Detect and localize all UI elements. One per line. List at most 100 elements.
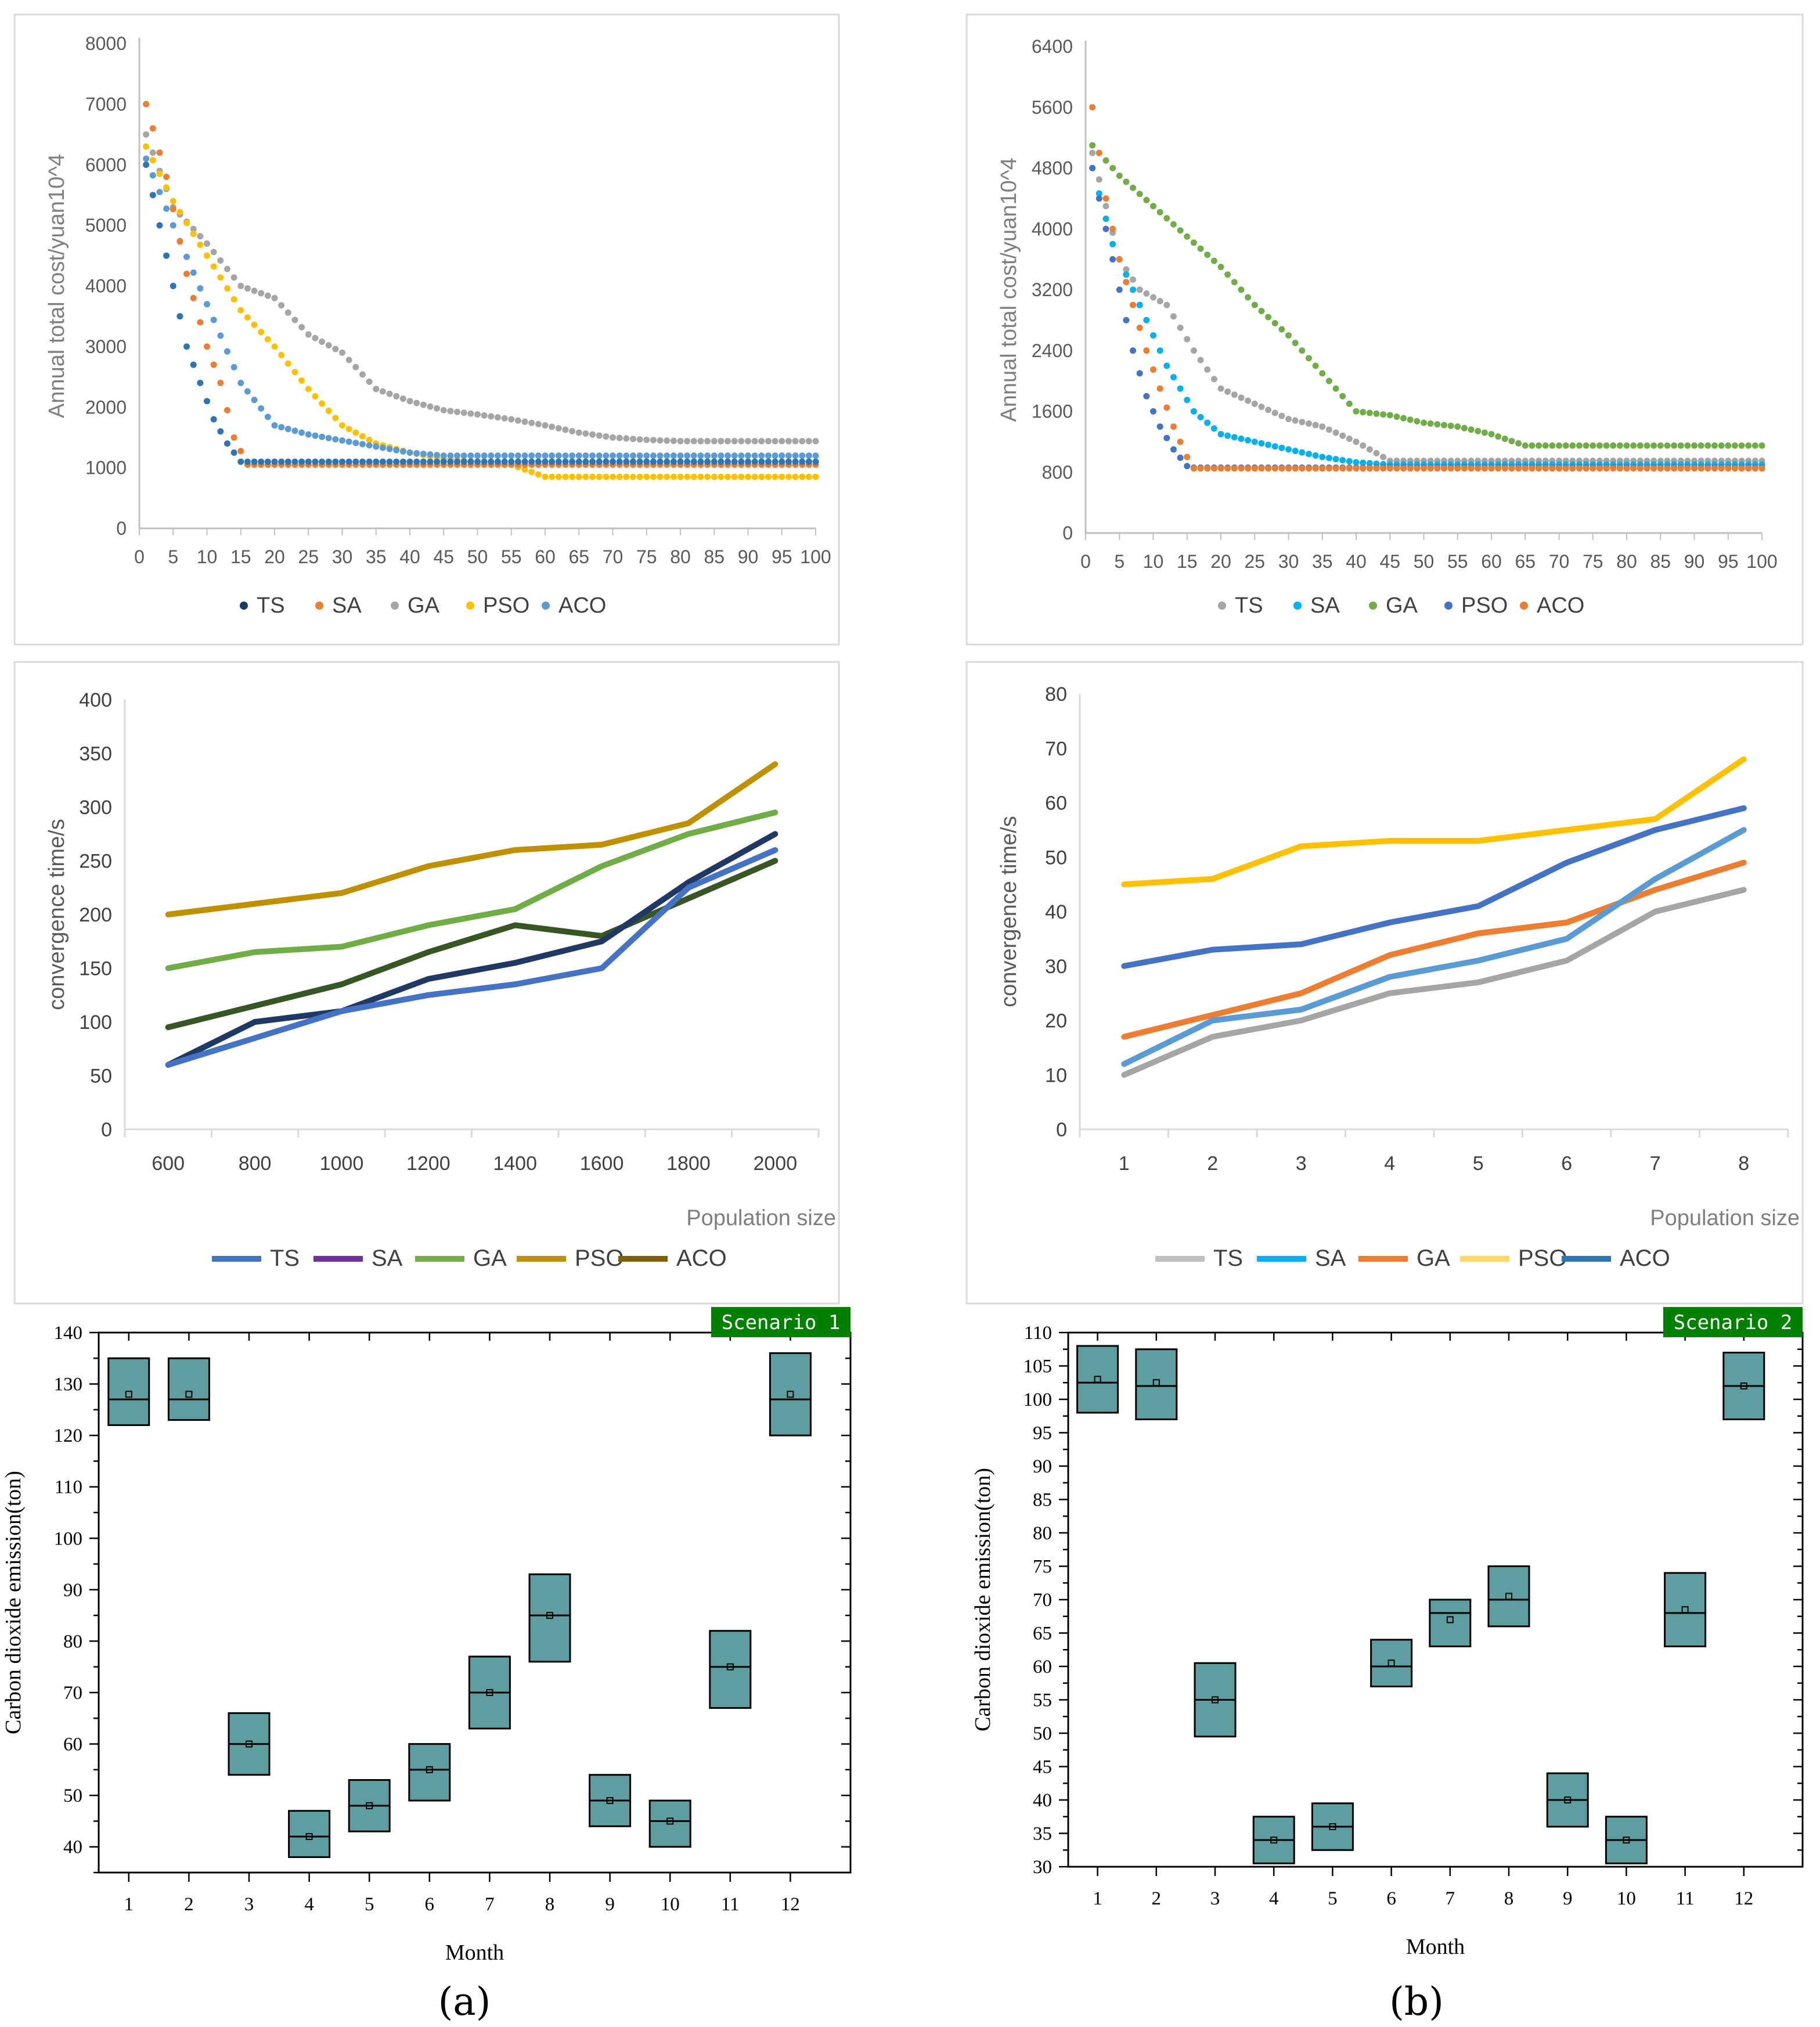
data-point-ts	[1360, 442, 1367, 449]
data-point-aco	[582, 452, 589, 459]
x-tick-label: 25	[298, 546, 319, 567]
data-point-ga	[190, 225, 197, 232]
data-point-aco	[1731, 465, 1738, 472]
data-point-sa	[1177, 385, 1184, 392]
data-point-aco	[190, 269, 197, 276]
data-point-ts	[284, 458, 291, 465]
data-point-aco	[677, 452, 684, 459]
data-point-ts	[379, 458, 386, 465]
mean-marker	[1329, 1823, 1336, 1830]
y-tick-label: 95	[1033, 1423, 1052, 1444]
data-point-pso	[359, 433, 366, 440]
data-point-ga	[217, 257, 224, 264]
data-point-ga	[1751, 442, 1758, 449]
box-month-1	[1076, 1345, 1119, 1414]
x-tick-label: 35	[366, 546, 387, 567]
legend-label: PSO	[1461, 593, 1508, 618]
data-point-sa	[197, 319, 204, 326]
data-point-ga	[373, 386, 380, 393]
data-point-ga	[460, 409, 467, 416]
data-point-aco	[1447, 465, 1454, 472]
data-point-ga	[629, 435, 636, 442]
legend-label: TS	[1213, 1245, 1243, 1271]
data-point-ts	[325, 458, 332, 465]
data-point-ga	[690, 438, 697, 445]
data-point-ts	[1380, 453, 1387, 460]
y-axis-title: Annual total cost/yuan10^4	[45, 154, 69, 418]
data-point-aco	[1556, 465, 1562, 472]
data-point-aco	[1542, 465, 1549, 472]
data-point-sa	[210, 361, 217, 368]
data-point-ts	[623, 458, 630, 465]
data-point-sa	[1305, 451, 1312, 458]
x-tick-label: 45	[433, 546, 454, 567]
data-point-ga	[1292, 340, 1299, 347]
mean-marker	[1740, 1382, 1747, 1389]
data-point-ga	[204, 240, 210, 247]
data-point-aco	[690, 452, 697, 459]
data-point-aco	[1407, 465, 1414, 472]
data-point-aco	[1400, 465, 1407, 472]
data-point-ga	[258, 290, 265, 297]
data-point-ts	[393, 458, 400, 465]
data-point-aco	[670, 452, 677, 459]
data-point-ga	[1102, 157, 1109, 164]
data-point-ga	[237, 283, 244, 289]
data-point-ga	[1380, 411, 1387, 418]
data-point-ga	[393, 393, 400, 399]
data-point-pso	[210, 263, 217, 270]
data-point-aco	[1758, 465, 1765, 472]
box-month-11	[1664, 1572, 1707, 1647]
data-point-sa	[163, 174, 170, 181]
mean-marker	[486, 1689, 493, 1696]
x-tick-label: 6	[425, 1894, 435, 1915]
data-point-aco	[745, 452, 751, 459]
data-point-ts	[244, 458, 251, 465]
data-point-ga	[1495, 433, 1502, 440]
data-point-aco	[664, 452, 671, 459]
data-point-pso	[704, 473, 711, 480]
data-point-pso	[596, 473, 603, 480]
data-point-ga	[1644, 442, 1650, 449]
y-tick-label: 0	[1062, 523, 1073, 543]
data-point-ga	[1637, 442, 1644, 449]
data-point-aco	[1292, 465, 1299, 472]
data-point-ts	[447, 458, 454, 465]
data-point-ts	[143, 161, 150, 168]
data-point-pso	[575, 473, 582, 480]
y-tick-label: 80	[1045, 683, 1067, 705]
chart-frame	[965, 13, 1804, 646]
y-tick-label: 0	[101, 1119, 112, 1141]
data-point-aco	[1109, 225, 1116, 232]
data-point-ga	[535, 420, 542, 427]
data-point-pso	[298, 377, 305, 384]
data-point-ts	[156, 222, 163, 229]
x-axis-title: Population size	[686, 1206, 836, 1230]
data-point-aco	[217, 332, 224, 339]
data-point-ts	[210, 416, 217, 423]
x-tick-label: 55	[501, 546, 522, 567]
data-point-ga	[1677, 442, 1684, 449]
y-tick-label: 50	[90, 1065, 112, 1088]
data-point-ga	[1197, 245, 1204, 252]
series-line-ga	[165, 809, 779, 971]
data-point-ts	[494, 458, 501, 465]
data-point-ga	[1163, 215, 1170, 222]
data-point-aco	[1312, 465, 1319, 472]
data-point-ts	[684, 458, 691, 465]
data-point-aco	[488, 452, 495, 459]
y-tick-label: 250	[79, 851, 112, 873]
data-point-aco	[332, 436, 339, 443]
data-point-sa	[1278, 444, 1285, 451]
data-point-ga	[420, 401, 427, 408]
data-point-ts	[1102, 203, 1109, 210]
data-point-aco	[1197, 465, 1204, 472]
data-point-ts	[670, 458, 677, 465]
x-tick-label: 8	[1738, 1153, 1749, 1175]
y-tick-label: 2400	[1032, 340, 1073, 361]
data-point-sa	[224, 406, 230, 413]
data-point-ga	[345, 357, 352, 363]
data-point-aco	[1278, 465, 1285, 472]
data-point-pso	[779, 473, 785, 480]
chart-frame	[13, 661, 840, 1305]
